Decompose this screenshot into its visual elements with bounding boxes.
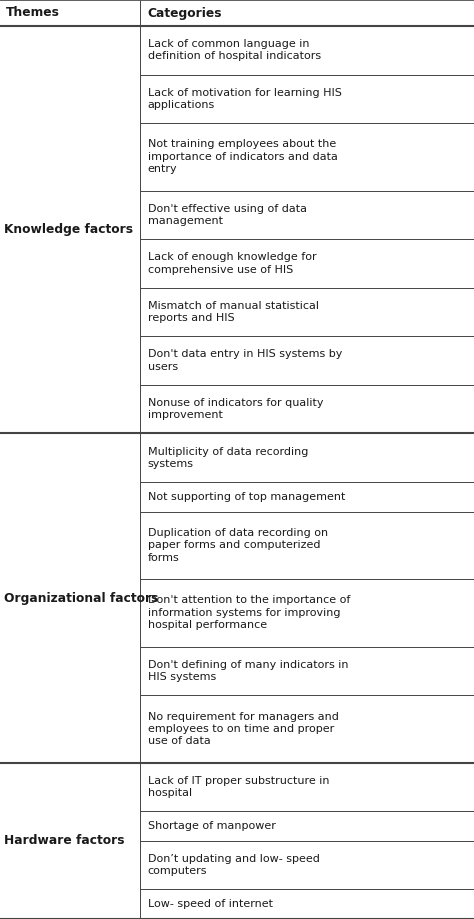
Text: Categories: Categories <box>148 6 222 19</box>
Text: Duplication of data recording on
paper forms and computerized
forms: Duplication of data recording on paper f… <box>148 528 328 562</box>
Text: Knowledge factors: Knowledge factors <box>4 223 133 236</box>
Text: Don’t updating and low- speed
computers: Don’t updating and low- speed computers <box>148 854 319 877</box>
Text: Don't defining of many indicators in
HIS systems: Don't defining of many indicators in HIS… <box>148 660 348 682</box>
Text: Low- speed of internet: Low- speed of internet <box>148 899 273 909</box>
Text: Multiplicity of data recording
systems: Multiplicity of data recording systems <box>148 447 308 469</box>
Text: Lack of motivation for learning HIS
applications: Lack of motivation for learning HIS appl… <box>148 87 342 110</box>
Text: Lack of enough knowledge for
comprehensive use of HIS: Lack of enough knowledge for comprehensi… <box>148 253 317 275</box>
Text: Not supporting of top management: Not supporting of top management <box>148 492 345 502</box>
Text: Nonuse of indicators for quality
improvement: Nonuse of indicators for quality improve… <box>148 398 323 420</box>
Text: Lack of IT proper substructure in
hospital: Lack of IT proper substructure in hospit… <box>148 776 329 799</box>
Text: Shortage of manpower: Shortage of manpower <box>148 821 276 831</box>
Text: Don't effective using of data
management: Don't effective using of data management <box>148 204 307 226</box>
Text: Organizational factors: Organizational factors <box>4 592 158 605</box>
Text: Lack of common language in
definition of hospital indicators: Lack of common language in definition of… <box>148 40 321 62</box>
Text: Don't attention to the importance of
information systems for improving
hospital : Don't attention to the importance of inf… <box>148 596 350 630</box>
Text: Not training employees about the
importance of indicators and data
entry: Not training employees about the importa… <box>148 140 337 175</box>
Text: Hardware factors: Hardware factors <box>4 834 125 847</box>
Text: Mismatch of manual statistical
reports and HIS: Mismatch of manual statistical reports a… <box>148 301 319 323</box>
Text: Themes: Themes <box>6 6 60 19</box>
Text: No requirement for managers and
employees to on time and proper
use of data: No requirement for managers and employee… <box>148 711 339 746</box>
Text: Don't data entry in HIS systems by
users: Don't data entry in HIS systems by users <box>148 349 342 372</box>
